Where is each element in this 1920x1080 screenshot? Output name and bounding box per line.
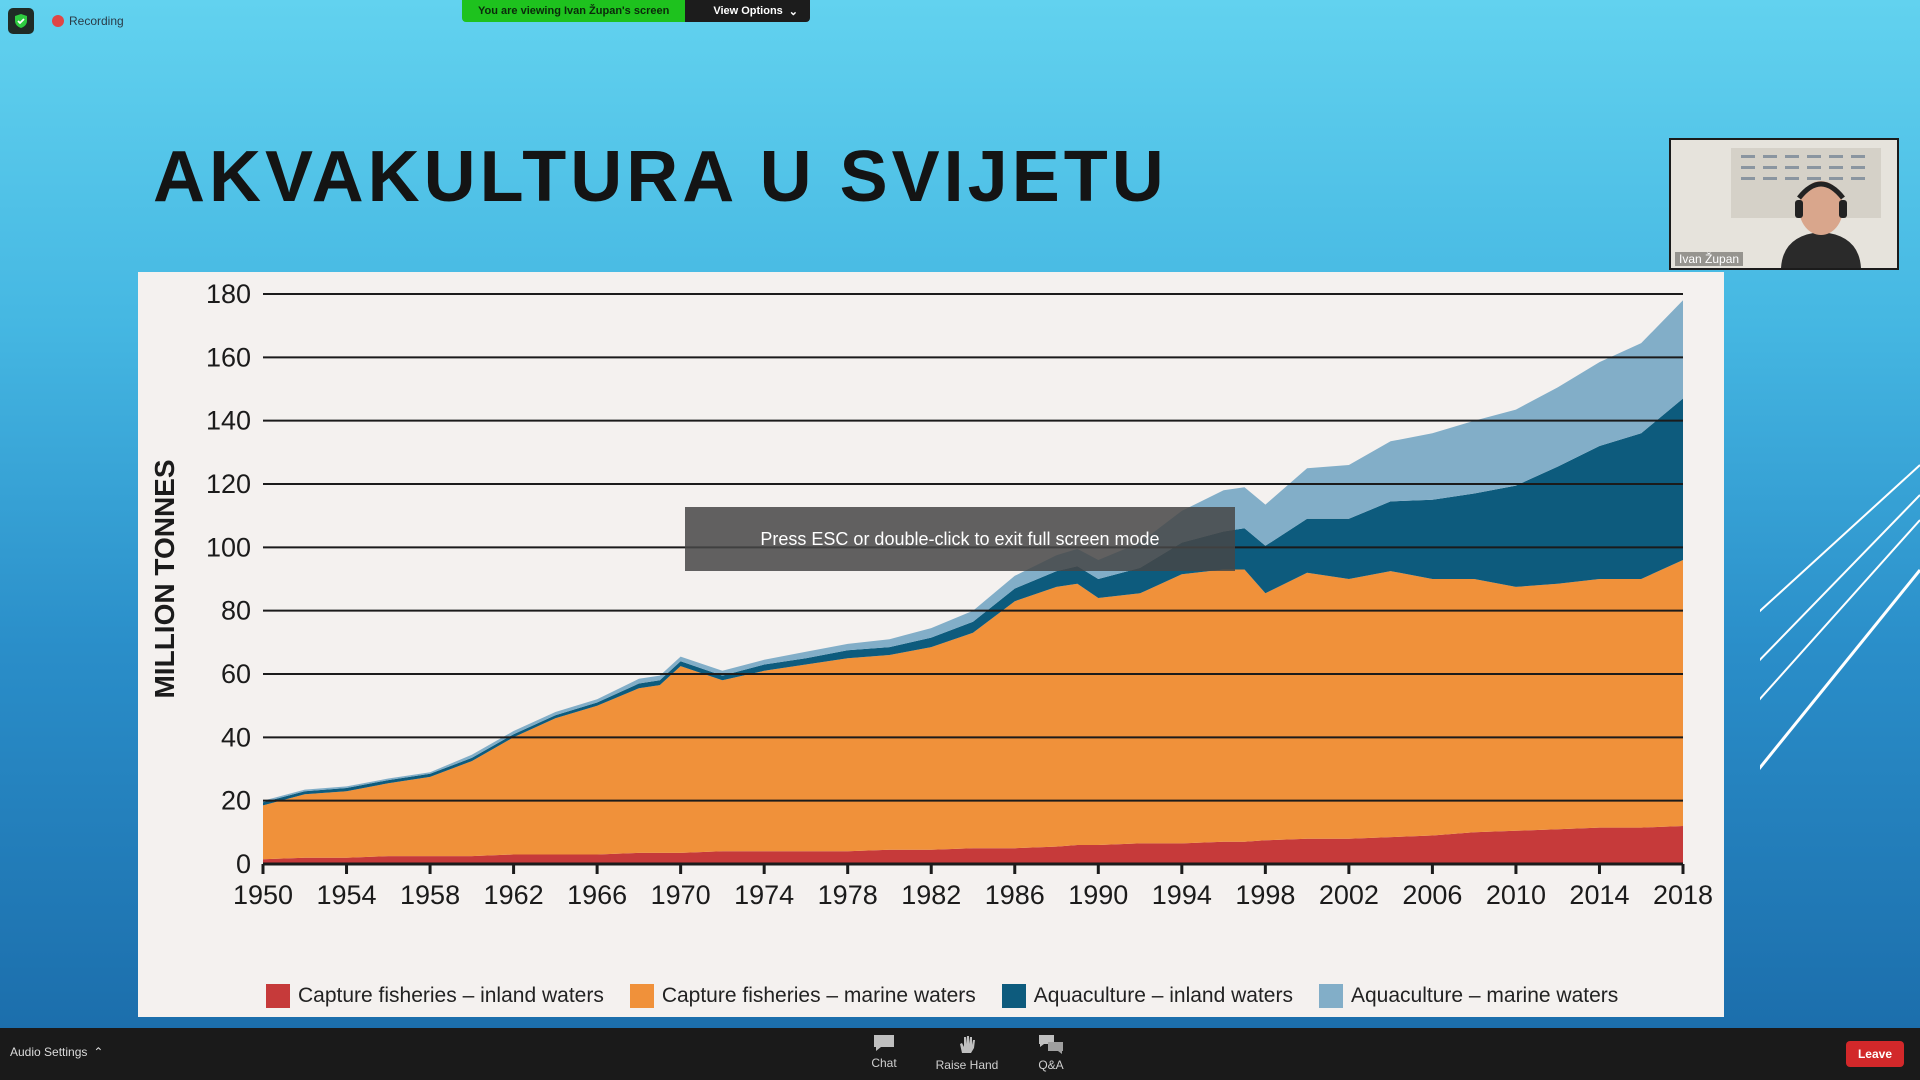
x-tick-label: 1998 xyxy=(1235,880,1295,910)
recording-indicator: Recording xyxy=(52,14,124,28)
y-tick-label: 140 xyxy=(206,406,251,436)
x-tick-label: 1978 xyxy=(818,880,878,910)
raise-hand-icon xyxy=(960,1036,975,1053)
chat-label: Chat xyxy=(871,1056,897,1070)
raise-hand-label: Raise Hand xyxy=(935,1058,999,1072)
legend-item: Aquaculture – inland waters xyxy=(1001,984,1293,1008)
record-icon xyxy=(52,15,64,27)
recording-label: Recording xyxy=(69,14,124,28)
legend-swatch xyxy=(1318,984,1343,1008)
x-tick-label: 2018 xyxy=(1653,880,1713,910)
y-tick-label: 0 xyxy=(236,849,251,879)
chevron-down-icon: ⌄ xyxy=(788,5,799,18)
y-tick-label: 40 xyxy=(221,722,251,752)
x-tick-label: 1986 xyxy=(985,880,1045,910)
participant-name: Ivan Župan xyxy=(1675,252,1744,266)
chart-legend: Capture fisheries – inland waters Capture… xyxy=(266,984,1618,1008)
legend-label: Capture fisheries – inland waters xyxy=(298,984,604,1007)
legend-label: Capture fisheries – marine waters xyxy=(661,984,976,1007)
chat-button[interactable]: Chat xyxy=(849,1034,919,1070)
x-tick-label: 1954 xyxy=(316,880,376,910)
y-tick-label: 160 xyxy=(206,342,251,372)
y-tick-label: 180 xyxy=(206,279,251,309)
chat-icon xyxy=(874,1035,894,1051)
legend-item: Capture fisheries – marine waters xyxy=(629,984,976,1008)
x-tick-label: 1970 xyxy=(651,880,711,910)
legend-item: Capture fisheries – inland waters xyxy=(266,984,604,1008)
area-chart: 0 20 40 60 80 100 120 140 160 180 1950 1954 1958 1962… xyxy=(149,279,1713,910)
legend-swatch xyxy=(629,984,654,1008)
audio-settings-label: Audio Settings xyxy=(10,1045,88,1059)
area-series-2 xyxy=(263,560,1683,860)
y-axis-label: MILLION TONNES xyxy=(149,459,180,698)
legend-swatch xyxy=(266,984,290,1008)
y-tick-label: 80 xyxy=(221,596,251,626)
view-options-button[interactable]: View Options ⌄ xyxy=(685,0,811,22)
x-tick-label: 1950 xyxy=(233,880,293,910)
x-tick-label: 1990 xyxy=(1068,880,1128,910)
x-tick-label: 1962 xyxy=(484,880,544,910)
x-tick-label: 1966 xyxy=(567,880,627,910)
qa-label: Q&A xyxy=(1038,1058,1064,1072)
qa-icon xyxy=(1039,1035,1063,1054)
qa-button[interactable]: Q&A xyxy=(1016,1034,1086,1072)
audio-settings-button[interactable]: Audio Settings ⌃ xyxy=(10,1045,103,1059)
chart-panel: 0 20 40 60 80 100 120 140 160 180 1950 1954 1958 1962… xyxy=(138,272,1724,1017)
legend-label: Aquaculture – inland waters xyxy=(1033,984,1293,1007)
raise-hand-button[interactable]: Raise Hand xyxy=(932,1034,1002,1072)
area-series-1 xyxy=(263,826,1683,864)
participant-video[interactable]: Ivan Župan xyxy=(1669,138,1899,270)
slide-title: AKVAKULTURA U SVIJETU xyxy=(153,137,1168,217)
x-tick-label: 1994 xyxy=(1152,880,1212,910)
fullscreen-toast: Press ESC or double-click to exit full s… xyxy=(685,507,1235,571)
legend-swatch xyxy=(1001,984,1026,1008)
meeting-controls-bar: Audio Settings ⌃ Chat Raise Hand Q&A Lea… xyxy=(0,1028,1920,1080)
y-tick-label: 20 xyxy=(221,786,251,816)
participant-avatar xyxy=(1671,140,1897,268)
y-tick-label: 60 xyxy=(221,659,251,689)
legend-label: Aquaculture – marine waters xyxy=(1350,984,1619,1007)
x-tick-label: 1958 xyxy=(400,880,460,910)
screen-share-banner: You are viewing Ivan Župan's screen View… xyxy=(462,0,811,22)
top-status: Recording xyxy=(8,8,124,34)
x-tick-label: 2010 xyxy=(1486,880,1546,910)
leave-button[interactable]: Leave xyxy=(1845,1041,1904,1067)
x-tick-label: 1974 xyxy=(734,880,794,910)
chevron-up-icon: ⌃ xyxy=(93,1045,104,1059)
decorative-lines xyxy=(1760,464,1920,771)
y-tick-label: 100 xyxy=(206,532,251,562)
x-tick-label: 1982 xyxy=(901,880,961,910)
legend-item: Aquaculture – marine waters xyxy=(1318,984,1619,1008)
x-tick-label: 2006 xyxy=(1402,880,1462,910)
view-options-label: View Options xyxy=(713,5,783,17)
y-tick-label: 120 xyxy=(206,469,251,499)
x-tick-label: 2002 xyxy=(1319,880,1379,910)
shield-icon[interactable] xyxy=(8,8,34,34)
x-tick-label: 2014 xyxy=(1569,880,1629,910)
share-status: You are viewing Ivan Župan's screen xyxy=(462,0,686,22)
